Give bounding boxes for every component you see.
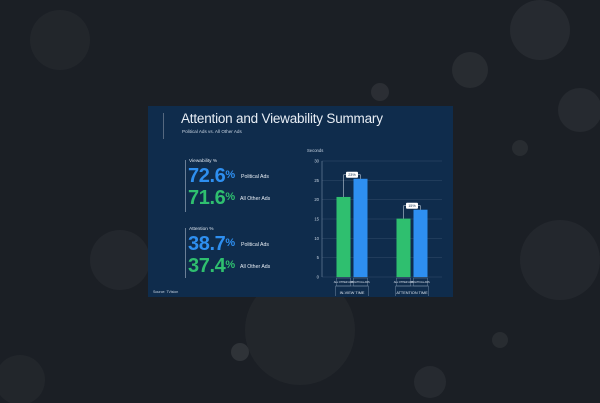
- delta-badge: [346, 171, 358, 178]
- y-tick-label: 15: [314, 217, 319, 222]
- y-tick-label: 0: [317, 275, 320, 280]
- y-tick-label: 20: [314, 197, 319, 202]
- bar-category-label: POLITICAL ADS: [351, 281, 370, 284]
- bar-category-label: ALL OTHER ADS: [394, 281, 414, 284]
- attention-other-label: All Other Ads: [240, 264, 271, 270]
- viewability-label: Viewability %: [189, 159, 218, 164]
- viewability-political-value: 72.6%: [188, 165, 235, 187]
- y-tick-label: 25: [314, 178, 319, 183]
- bar: [336, 196, 351, 277]
- attention-political-label: Political Ads: [241, 242, 269, 248]
- group-label-box: [395, 285, 429, 296]
- y-tick-label: 5: [317, 255, 320, 260]
- bar-category-label: ALL OTHER ADS: [334, 281, 354, 284]
- group-label: IN-VIEW TIME: [340, 291, 365, 295]
- attention-divider: [185, 228, 186, 278]
- y-axis-title: Seconds: [307, 148, 323, 153]
- group-label-box: [335, 285, 369, 296]
- viewability-other-value: 71.6%: [188, 187, 235, 209]
- bar: [396, 218, 411, 277]
- attention-label: Attention %: [189, 227, 214, 232]
- bar-category-label: POLITICAL ADS: [411, 281, 430, 284]
- attention-political-value: 38.7%: [188, 233, 235, 255]
- viewability-political-label: Political Ads: [241, 174, 269, 180]
- bar: [413, 209, 428, 277]
- attention-other-value: 37.4%: [188, 255, 235, 277]
- viewability-other-label: All Other Ads: [240, 196, 271, 202]
- source-note: Source: TVision: [153, 290, 179, 294]
- summary-slide: Attention and Viewability Summary Politi…: [148, 106, 453, 297]
- slide-title: Attention and Viewability Summary: [181, 111, 383, 126]
- bar: [353, 178, 368, 277]
- slide-subtitle: Political Ads vs. All Other Ads: [182, 129, 242, 134]
- y-tick-label: 10: [314, 236, 319, 241]
- viewability-divider: [185, 160, 186, 212]
- delta-label: 15%: [408, 204, 416, 208]
- delta-label: 23%: [348, 173, 356, 177]
- title-accent-line: [163, 113, 164, 139]
- delta-badge: [406, 202, 418, 209]
- group-label: ATTENTION TIME: [396, 291, 428, 295]
- y-tick-label: 30: [314, 159, 319, 164]
